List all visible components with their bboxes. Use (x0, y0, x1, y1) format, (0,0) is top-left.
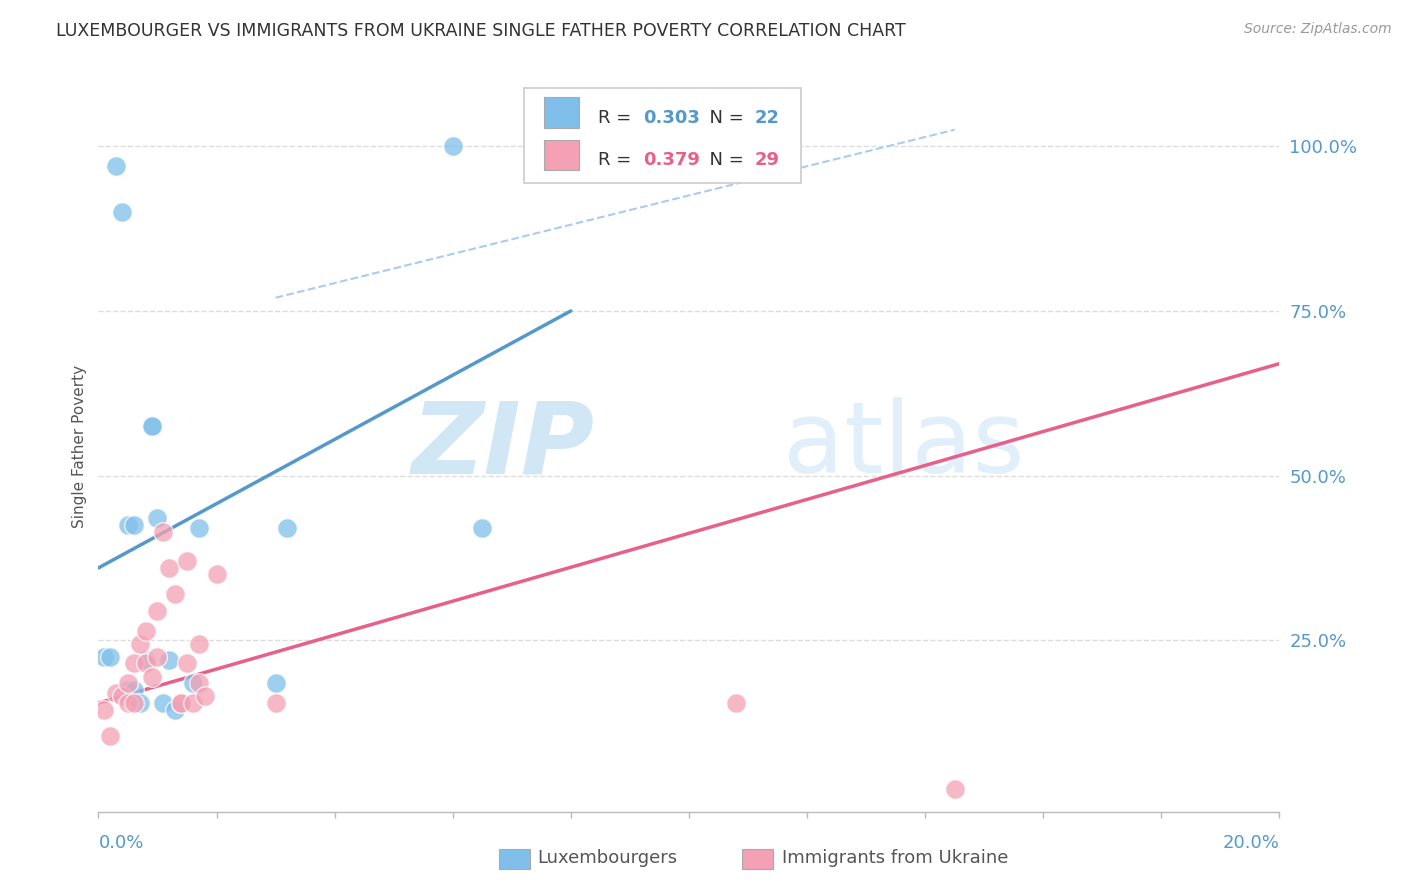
Point (105, 159, 128, 173)
Point (170, 696, 193, 710)
Point (105, 686, 128, 700)
Point (471, 521, 494, 535)
Text: 0.379: 0.379 (643, 151, 700, 169)
Point (205, 567, 228, 582)
Text: 20.0%: 20.0% (1223, 834, 1279, 852)
Point (117, 518, 139, 533)
Bar (544, 97, 579, 128)
Text: R =: R = (598, 109, 637, 127)
Point (165, 702, 187, 716)
Point (146, 604, 169, 618)
Text: Immigrants from Ukraine: Immigrants from Ukraine (782, 849, 1008, 867)
Point (122, 657, 145, 671)
Point (276, 521, 298, 535)
Point (128, 696, 150, 710)
Point (157, 653, 180, 667)
Point (128, 637, 150, 651)
Point (122, 696, 145, 710)
Point (152, 524, 174, 539)
Text: Source: ZipAtlas.com: Source: ZipAtlas.com (1244, 22, 1392, 37)
Point (176, 554, 198, 568)
Text: R =: R = (598, 151, 637, 169)
Text: N =: N = (699, 151, 749, 169)
Text: N =: N = (699, 109, 749, 127)
Point (943, 781, 966, 796)
Point (187, 676, 209, 690)
Point (141, 670, 163, 684)
FancyBboxPatch shape (523, 87, 801, 183)
Point (117, 682, 139, 697)
Point (146, 511, 169, 525)
Text: ZIP: ZIP (412, 398, 595, 494)
Point (98, 729, 121, 743)
Text: 22: 22 (755, 109, 780, 127)
Point (176, 657, 198, 671)
Point (264, 676, 287, 690)
Point (122, 518, 145, 533)
Point (135, 624, 157, 638)
Bar (544, 139, 579, 170)
Point (141, 419, 163, 434)
Point (194, 690, 217, 704)
Point (135, 657, 157, 671)
Point (146, 649, 169, 664)
Point (93, 702, 115, 716)
Text: atlas: atlas (783, 398, 1025, 494)
Point (181, 696, 204, 710)
Point (187, 521, 209, 535)
Text: 29: 29 (755, 151, 780, 169)
Text: Luxembourgers: Luxembourgers (537, 849, 678, 867)
Point (152, 696, 174, 710)
Point (111, 690, 134, 704)
Point (170, 696, 193, 710)
Y-axis label: Single Father Poverty: Single Father Poverty (72, 365, 87, 527)
Text: 0.303: 0.303 (643, 109, 700, 127)
Text: 0.0%: 0.0% (98, 834, 143, 852)
Point (117, 676, 139, 690)
Point (157, 561, 180, 575)
Point (165, 587, 187, 601)
Point (117, 696, 139, 710)
Point (187, 637, 209, 651)
Point (725, 696, 748, 710)
Point (111, 205, 134, 219)
Text: LUXEMBOURGER VS IMMIGRANTS FROM UKRAINE SINGLE FATHER POVERTY CORRELATION CHART: LUXEMBOURGER VS IMMIGRANTS FROM UKRAINE … (56, 22, 905, 40)
Point (181, 676, 204, 690)
Point (441, 139, 464, 153)
Point (141, 419, 163, 434)
Point (264, 696, 287, 710)
Point (122, 682, 145, 697)
Point (135, 653, 157, 667)
Point (98, 649, 121, 664)
Point (93, 649, 115, 664)
